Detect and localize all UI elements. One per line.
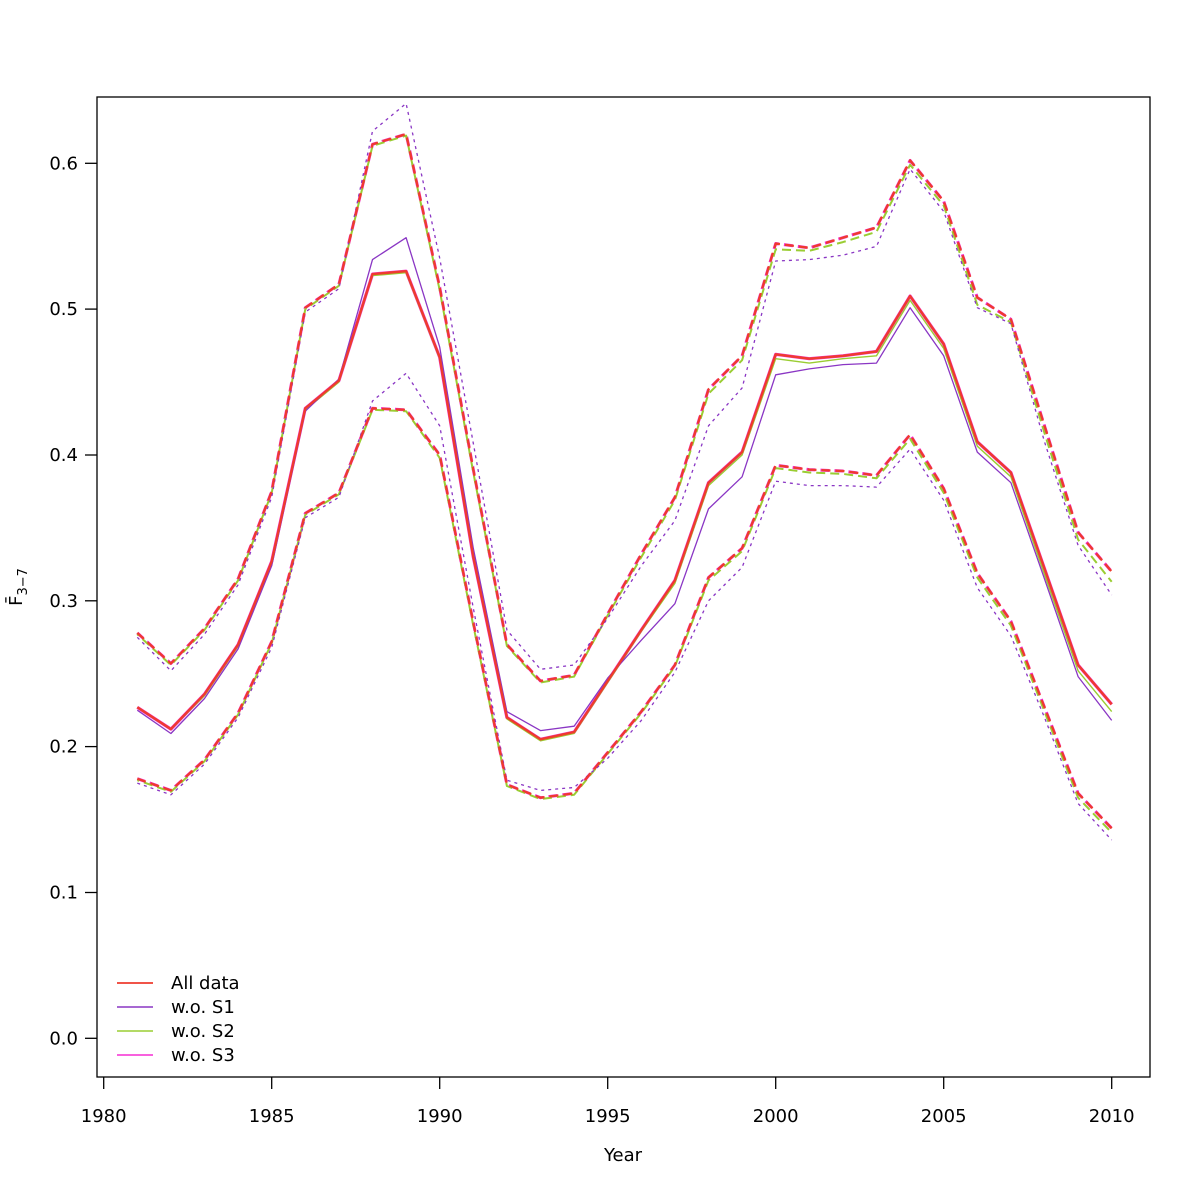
legend-item-wo-s1: w.o. S1 (117, 997, 235, 1018)
plot-frame (96, 96, 1151, 1078)
y-axis-title-main: F̄ (5, 596, 27, 606)
series-all-data-lower-line (136, 407, 1113, 830)
y-tick-label: 0.1 (49, 883, 78, 904)
series-wo-s3-lower-line (136, 406, 1113, 830)
legend-label-wo-s2: w.o. S2 (171, 1021, 235, 1042)
y-tick-label: 0.4 (49, 445, 78, 466)
y-tick-label: 0.0 (49, 1028, 78, 1049)
y-tick-label: 0.2 (49, 737, 78, 758)
x-tick-label: 2000 (753, 1106, 799, 1127)
series-lines (136, 102, 1113, 841)
legend-item-wo-s2: w.o. S2 (117, 1021, 235, 1042)
x-tick-label: 2010 (1089, 1106, 1135, 1127)
legend-label-all-data: All data (171, 973, 240, 994)
x-axis: 1980 1985 1990 1995 2000 2005 2010 (81, 1077, 1135, 1127)
series-wo-s1-lower-line (137, 372, 1113, 841)
y-tick-label: 0.6 (49, 153, 78, 174)
y-tick-label: 0.5 (49, 299, 78, 320)
legend-label-wo-s1: w.o. S1 (171, 997, 235, 1018)
series-all-data-central-line (136, 270, 1113, 741)
x-tick-label: 1995 (585, 1106, 631, 1127)
x-tick-label: 1990 (417, 1106, 463, 1127)
x-tick-label: 1985 (249, 1106, 295, 1127)
y-axis-title: F̄3−7 (5, 568, 31, 606)
legend: All data w.o. S1 w.o. S2 w.o. S3 (117, 973, 240, 1066)
legend-item-wo-s3: w.o. S3 (117, 1045, 235, 1066)
y-axis-title-subscript: 3−7 (16, 568, 31, 595)
x-tick-label: 2005 (921, 1106, 967, 1127)
x-tick-label: 1980 (81, 1106, 127, 1127)
legend-item-all-data: All data (117, 973, 240, 994)
x-axis-title: Year (603, 1145, 643, 1166)
series-wo-s2-upper-line (136, 134, 1113, 684)
y-tick-label: 0.3 (49, 591, 78, 612)
series-all-data-upper-line (136, 132, 1113, 683)
series-wo-s2-lower-line (136, 408, 1113, 834)
series-wo-s1-central-line (136, 237, 1113, 735)
y-axis: 0.0 0.1 0.2 0.3 0.4 0.5 0.6 (49, 153, 97, 1049)
legend-label-wo-s3: w.o. S3 (171, 1045, 235, 1066)
